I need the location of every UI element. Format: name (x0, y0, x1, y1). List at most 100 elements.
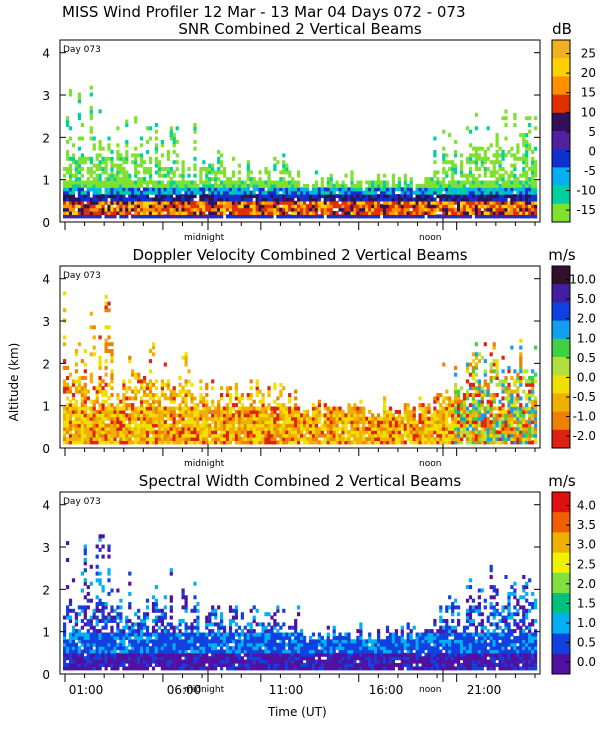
colorbar-swatch (552, 393, 570, 413)
colorbar-swatch (552, 572, 570, 594)
day-label: Day 073 (63, 271, 101, 281)
colorbar-label: 10 (581, 105, 596, 119)
panel-1: SNR Combined 2 Vertical Beams dB 0 1 2 3 4 Day … (42, 20, 596, 243)
colorbar-swatch (552, 492, 570, 513)
heatmap-field (63, 291, 538, 445)
panel-3: Spectral Width Combined 2 Vertical Beams… (42, 472, 596, 695)
colorbar-label: -5 (584, 164, 596, 178)
colorbar-swatch (552, 429, 570, 449)
y-tick-label: 3 (42, 89, 50, 103)
colorbar-label: 5 (588, 125, 596, 139)
colorbar-swatch (552, 613, 570, 635)
time-marker-noon: noon (419, 459, 441, 469)
colorbar-label: 2.5 (577, 557, 596, 571)
colorbar-swatch (552, 411, 570, 431)
y-tick-label: 4 (42, 47, 50, 61)
colorbar-label: -0.5 (573, 390, 596, 404)
y-tick-label: 1 (42, 626, 50, 640)
colorbar-label: 1.5 (577, 596, 596, 610)
heatmap-field (63, 534, 538, 671)
colorbar-swatch (552, 532, 570, 554)
time-marker-midnight: midnight (184, 233, 225, 243)
colorbar-swatch (552, 302, 570, 322)
colorbar: 25 20 15 10 5 0 -5 -10 -15 (551, 39, 596, 223)
y-tick-label: 4 (42, 273, 50, 287)
time-marker-noon: noon (419, 233, 441, 243)
colorbar-label: 0.5 (577, 636, 596, 650)
colorbar-label: -10 (576, 184, 596, 198)
colorbar-label: 0.5 (577, 351, 596, 365)
colorbar-unit: dB (552, 20, 572, 38)
colorbar-swatch (552, 94, 570, 114)
x-tick-label: 21:00 (467, 683, 502, 697)
colorbar-swatch (552, 112, 570, 132)
colorbar-swatch (552, 375, 570, 394)
x-tick-label: 06:00 (167, 683, 202, 697)
time-marker-midnight: midnight (184, 459, 225, 469)
colorbar-label: 3.0 (577, 538, 596, 552)
y-tick-label: 0 (42, 668, 50, 682)
panel-2: Doppler Velocity Combined 2 Vertical Bea… (42, 246, 596, 469)
colorbar-label: 0.0 (577, 655, 596, 669)
colorbar-label: 2.0 (577, 577, 596, 591)
colorbar-swatch (552, 284, 570, 303)
x-tick-label: 11:00 (269, 683, 304, 697)
heatmap-field (63, 85, 538, 219)
time-marker-noon: noon (419, 685, 441, 695)
colorbar-swatch (552, 552, 570, 574)
day-label: Day 073 (63, 497, 101, 507)
panel-title: SNR Combined 2 Vertical Beams (178, 20, 421, 38)
colorbar-swatch (552, 58, 570, 77)
colorbar-label: 2.0 (577, 312, 596, 326)
colorbar-unit: m/s (548, 472, 576, 490)
colorbar-label: 4.0 (577, 499, 596, 513)
colorbar-label: 0 (588, 144, 596, 158)
colorbar-label: 0.0 (577, 370, 596, 384)
colorbar-swatch (552, 185, 570, 205)
y-tick-label: 4 (42, 499, 50, 513)
colorbar-label: -15 (576, 203, 596, 217)
y-tick-label: 2 (42, 131, 50, 145)
colorbar-label: 25 (581, 47, 596, 61)
y-tick-label: 0 (42, 216, 50, 230)
colorbar-label: -1.0 (573, 410, 596, 424)
colorbar: 10.0 5.0 2.0 1.0 0.5 0.0 -0.5 -1.0 -2.0 (551, 265, 596, 449)
colorbar-swatch (552, 357, 570, 376)
y-tick-label: 3 (42, 315, 50, 329)
colorbar-swatch (552, 633, 570, 655)
colorbar-label: 10.0 (569, 273, 596, 287)
y-tick-label: 1 (42, 174, 50, 188)
y-tick-label: 2 (42, 357, 50, 371)
colorbar-swatch (552, 76, 570, 96)
time-marker-midnight: midnight (184, 685, 225, 695)
colorbar-label: -2.0 (573, 429, 596, 443)
y-tick-label: 3 (42, 541, 50, 555)
colorbar-label: 5.0 (577, 292, 596, 306)
colorbar-swatch (552, 203, 570, 223)
x-tick-label: 16:00 (369, 683, 404, 697)
figure-header: MISS Wind Profiler 12 Mar - 13 Mar 04 Da… (62, 3, 466, 21)
y-tick-label: 2 (42, 583, 50, 597)
colorbar-label: 1.0 (577, 616, 596, 630)
colorbar-swatch (552, 131, 570, 150)
x-axis-label: Time (UT) (268, 705, 327, 719)
y-tick-label: 1 (42, 400, 50, 414)
colorbar-swatch (552, 512, 570, 533)
colorbar: 4.0 3.5 3.0 2.5 2.0 1.5 1.0 0.5 0.0 (551, 491, 596, 675)
colorbar-swatch (552, 266, 570, 285)
colorbar-label: 1.0 (577, 331, 596, 345)
colorbar-label: 20 (581, 66, 596, 80)
colorbar-swatch (552, 320, 570, 340)
colorbar-label: 3.5 (577, 518, 596, 532)
colorbar-swatch (552, 167, 570, 187)
y-tick-label: 0 (42, 442, 50, 456)
colorbar-label: 15 (581, 86, 596, 100)
colorbar-unit: m/s (548, 246, 576, 264)
day-label: Day 073 (63, 45, 101, 55)
colorbar-swatch (552, 653, 570, 675)
panel-title: Spectral Width Combined 2 Vertical Beams (139, 472, 462, 490)
colorbar-swatch (552, 149, 570, 168)
colorbar-swatch (552, 338, 570, 358)
colorbar-swatch (552, 40, 570, 59)
